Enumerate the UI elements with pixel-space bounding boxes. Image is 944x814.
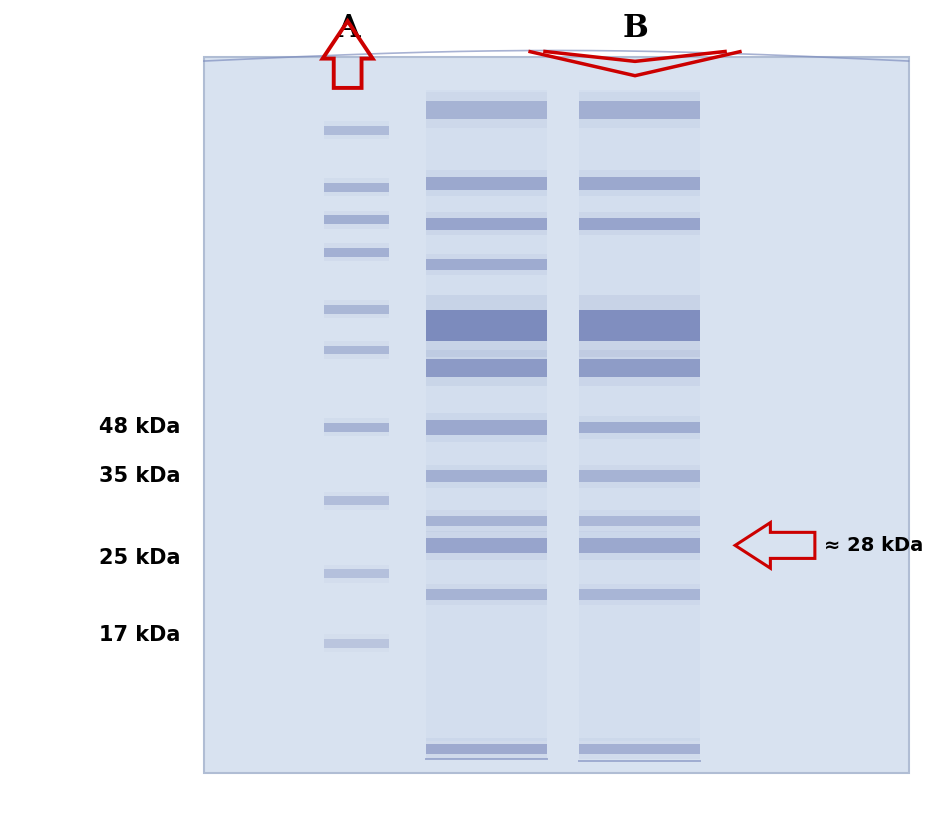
Bar — [579, 177, 700, 190]
Bar — [579, 516, 700, 527]
Bar — [426, 538, 547, 553]
Bar — [426, 212, 547, 235]
Bar — [579, 510, 700, 532]
Bar — [579, 416, 700, 439]
Bar — [426, 744, 547, 754]
Bar — [579, 744, 700, 754]
Bar — [426, 350, 547, 386]
Bar — [426, 218, 547, 230]
Text: 48 kDa: 48 kDa — [99, 418, 180, 437]
Bar — [324, 211, 389, 229]
Bar — [324, 300, 389, 318]
Bar — [324, 243, 389, 261]
Bar — [324, 248, 389, 257]
Bar — [426, 420, 547, 435]
Bar — [324, 496, 389, 505]
Bar — [579, 422, 700, 433]
Text: B: B — [621, 13, 648, 44]
Bar — [426, 510, 547, 532]
Bar — [426, 531, 547, 560]
Bar — [579, 589, 700, 599]
Bar — [324, 492, 389, 510]
Bar — [324, 418, 389, 436]
Bar — [579, 350, 700, 386]
Bar — [579, 101, 700, 119]
Bar — [426, 465, 547, 488]
Bar — [426, 516, 547, 527]
Text: 35 kDa: 35 kDa — [99, 466, 180, 486]
Text: 17 kDa: 17 kDa — [99, 625, 180, 645]
Bar — [579, 359, 700, 377]
Bar — [324, 125, 389, 134]
Bar — [579, 465, 700, 488]
Bar — [324, 345, 389, 355]
Bar — [426, 470, 547, 482]
Bar — [579, 295, 700, 357]
Bar — [324, 423, 389, 431]
Bar — [426, 295, 547, 357]
Bar — [579, 170, 700, 196]
Bar — [579, 538, 700, 553]
Bar — [426, 92, 547, 128]
Bar — [579, 218, 700, 230]
Bar — [324, 178, 389, 196]
Bar — [426, 90, 547, 741]
Bar — [426, 101, 547, 119]
Bar — [324, 565, 389, 583]
Bar — [426, 177, 547, 190]
Text: ≈ 28 kDa: ≈ 28 kDa — [823, 536, 922, 555]
Bar — [579, 212, 700, 235]
Bar — [426, 310, 547, 341]
Bar — [426, 584, 547, 605]
Bar — [426, 259, 547, 269]
Bar — [426, 589, 547, 599]
Bar — [324, 121, 389, 139]
Bar — [324, 634, 389, 652]
Bar — [204, 57, 907, 773]
Bar — [324, 570, 389, 578]
Bar — [426, 254, 547, 275]
Bar — [426, 738, 547, 759]
Bar — [426, 359, 547, 377]
Text: 25 kDa: 25 kDa — [99, 548, 180, 567]
Bar — [324, 638, 389, 648]
Bar — [579, 470, 700, 482]
Bar — [579, 310, 700, 341]
Bar — [324, 182, 389, 191]
Text: A: A — [335, 13, 359, 44]
Bar — [324, 341, 389, 359]
Bar — [426, 170, 547, 196]
Bar — [324, 304, 389, 313]
Bar — [426, 413, 547, 442]
Bar — [579, 738, 700, 759]
Bar — [579, 531, 700, 560]
Bar — [324, 215, 389, 224]
Bar — [579, 92, 700, 128]
Bar — [579, 584, 700, 605]
Bar — [579, 90, 700, 741]
